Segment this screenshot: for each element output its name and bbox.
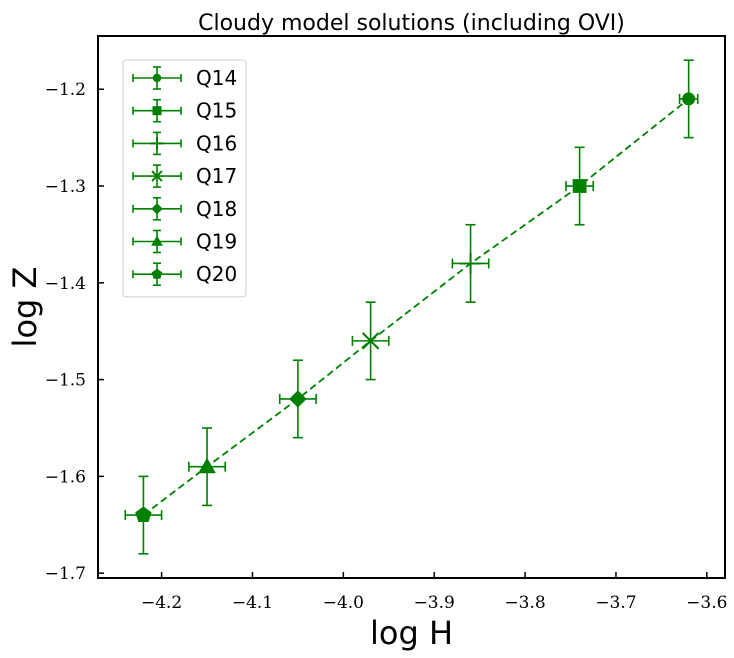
data-point-q18 bbox=[278, 359, 317, 439]
y-tick-label: −1.4 bbox=[45, 274, 86, 294]
data-point-q17 bbox=[351, 301, 390, 381]
legend-label: Q15 bbox=[196, 99, 237, 123]
x-tick-label: −3.9 bbox=[414, 593, 455, 613]
y-tick-label: −1.2 bbox=[45, 80, 86, 100]
data-point-q15 bbox=[565, 146, 595, 226]
data-point-q14 bbox=[678, 59, 699, 139]
x-tick-label: −4.1 bbox=[232, 593, 273, 613]
y-tick-label: −1.5 bbox=[45, 371, 86, 391]
data-point-q20 bbox=[124, 475, 163, 555]
legend-item: Q20 bbox=[132, 262, 237, 286]
point-marker bbox=[151, 203, 163, 215]
point-marker bbox=[572, 179, 587, 193]
plot-frame bbox=[97, 35, 726, 579]
point-marker bbox=[198, 457, 216, 474]
x-tick-label: −4.0 bbox=[323, 593, 364, 613]
legend-item: Q18 bbox=[132, 197, 237, 221]
legend-label: Q17 bbox=[196, 164, 237, 188]
point-marker bbox=[151, 235, 163, 246]
y-tick-label: −1.6 bbox=[45, 467, 86, 487]
point-marker bbox=[152, 106, 162, 116]
legend-box bbox=[122, 59, 247, 298]
y-axis-label: log Z bbox=[6, 267, 44, 348]
legend-item: Q19 bbox=[132, 230, 237, 254]
legend-item: Q17 bbox=[132, 164, 237, 188]
data-point-q19 bbox=[188, 427, 227, 507]
point-marker bbox=[135, 506, 152, 523]
legend-item: Q16 bbox=[132, 131, 237, 155]
x-axis-label: log H bbox=[370, 614, 453, 652]
legend-label: Q16 bbox=[196, 131, 237, 155]
point-marker bbox=[460, 253, 481, 274]
point-marker bbox=[152, 73, 162, 83]
plot-area bbox=[124, 59, 699, 555]
chart-title: Cloudy model solutions (including OVI) bbox=[198, 11, 625, 36]
x-tick-label: −3.8 bbox=[504, 593, 545, 613]
legend-label: Q19 bbox=[196, 230, 237, 254]
y-tick-label: −1.3 bbox=[45, 177, 86, 197]
point-marker bbox=[150, 136, 164, 150]
axis-ticks: −4.2 −4.1 −4.0 −3.9 −3.8 −3.7 −3.6 −1.7 −1.6 −1.5… bbox=[45, 80, 728, 613]
x-tick-label: −3.6 bbox=[686, 593, 727, 613]
point-marker bbox=[361, 332, 380, 350]
legend-label: Q14 bbox=[196, 66, 237, 90]
data-point-q16 bbox=[451, 223, 490, 303]
legend-item: Q14 bbox=[132, 66, 237, 90]
point-marker bbox=[289, 390, 307, 408]
point-marker bbox=[682, 92, 696, 106]
x-tick-label: −4.2 bbox=[141, 593, 182, 613]
legend-label: Q20 bbox=[196, 262, 237, 286]
point-marker bbox=[151, 170, 163, 182]
x-tick-label: −3.7 bbox=[595, 593, 636, 613]
y-tick-label: −1.7 bbox=[45, 564, 86, 584]
legend: Q14 Q15 Q16 Q17 Q18 Q19 Q20 bbox=[122, 59, 247, 298]
point-marker bbox=[151, 268, 163, 279]
legend-label: Q18 bbox=[196, 197, 237, 221]
legend-item: Q15 bbox=[132, 99, 237, 123]
